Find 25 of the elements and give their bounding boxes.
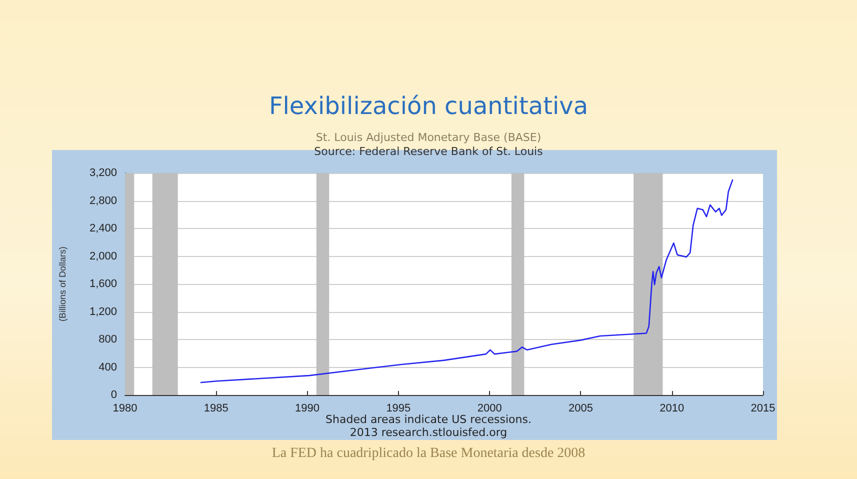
x-tick-label: 2005 bbox=[568, 402, 593, 414]
y-tick-label: 400 bbox=[98, 361, 117, 374]
text: 2013 research.stlouisfed.org bbox=[348, 426, 508, 439]
y-tick-label: 800 bbox=[98, 334, 117, 346]
y-tick-label: 2,800 bbox=[89, 194, 117, 207]
y-tick-label: 3,200 bbox=[89, 167, 117, 179]
y-tick-label: 1,200 bbox=[89, 306, 117, 318]
x-tick-label: 2015 bbox=[750, 402, 776, 414]
x-tick-label: 1990 bbox=[295, 402, 320, 414]
text: Shaded areas indicate US recessions. bbox=[324, 413, 532, 426]
x-tick-label: 1985 bbox=[204, 402, 228, 414]
y-axis-title: (Billions of Dollars) bbox=[58, 246, 68, 322]
x-tick-label: 2000 bbox=[477, 402, 502, 414]
x-tick-label: 2010 bbox=[660, 402, 684, 414]
text: La FED ha cuadriplicado la Base Monetaria desde 2008 bbox=[270, 446, 586, 462]
y-tick-label: 2,000 bbox=[89, 250, 117, 262]
x-tick-label: 1980 bbox=[112, 402, 138, 414]
x-tick-label: 1995 bbox=[386, 402, 411, 414]
y-tick-label: 2,400 bbox=[89, 222, 117, 234]
y-tick-label: 1,600 bbox=[89, 278, 117, 290]
source-note: Source: Federal Reserve Bank of St. Louis bbox=[313, 145, 544, 158]
y-tick-label: 0 bbox=[110, 389, 117, 401]
line-series bbox=[200, 179, 734, 384]
chart-title: Flexibilización cuantitativa bbox=[268, 92, 590, 120]
chart-subtitle: St. Louis Adjusted Monetary Base (BASE) bbox=[314, 131, 542, 144]
